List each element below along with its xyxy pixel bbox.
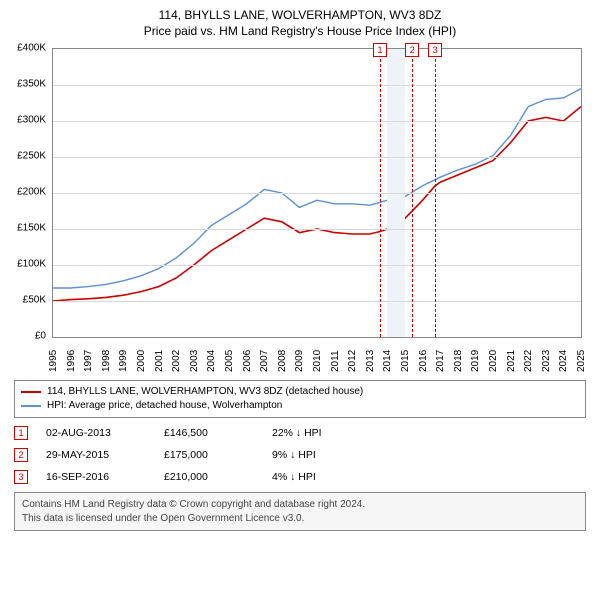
x-tick-label: 2020 bbox=[488, 350, 499, 372]
event-diff: 4% ↓ HPI bbox=[272, 471, 316, 483]
x-tick-label: 2005 bbox=[224, 350, 235, 372]
legend-item: HPI: Average price, detached house, Wolv… bbox=[21, 399, 579, 413]
y-tick-label: £200K bbox=[17, 187, 46, 198]
x-tick-label: 2011 bbox=[330, 350, 341, 372]
series-price_paid bbox=[53, 107, 581, 301]
event-date: 29-MAY-2015 bbox=[46, 449, 146, 461]
x-tick-label: 2018 bbox=[453, 350, 464, 372]
attribution-line-1: Contains HM Land Registry data © Crown c… bbox=[22, 498, 578, 512]
x-axis-labels: 1995199619971998199920002001200220032004… bbox=[52, 340, 582, 374]
event-row: 3 16-SEP-2016 £210,000 4% ↓ HPI bbox=[14, 470, 586, 484]
event-row: 2 29-MAY-2015 £175,000 9% ↓ HPI bbox=[14, 448, 586, 462]
plot-area: 123 bbox=[52, 48, 582, 338]
x-tick-label: 1997 bbox=[83, 350, 94, 372]
event-table: 1 02-AUG-2013 £146,500 22% ↓ HPI 2 29-MAY-201… bbox=[14, 426, 586, 484]
x-tick-label: 2003 bbox=[189, 350, 200, 372]
x-tick-label: 2014 bbox=[382, 350, 393, 372]
chart: £0 £50K £100K £150K £200K £250K £300K £350K £400… bbox=[14, 46, 586, 374]
x-tick-label: 2015 bbox=[400, 350, 411, 372]
legend: 114, BHYLLS LANE, WOLVERHAMPTON, WV3 8DZ… bbox=[14, 380, 586, 418]
y-tick-label: £300K bbox=[17, 115, 46, 126]
event-price: £146,500 bbox=[164, 427, 254, 439]
event-id-box: 3 bbox=[14, 470, 28, 484]
x-tick-label: 2022 bbox=[523, 350, 534, 372]
x-tick-label: 2016 bbox=[418, 350, 429, 372]
event-marker: 1 bbox=[373, 43, 387, 57]
legend-swatch bbox=[21, 391, 41, 393]
x-tick-label: 2012 bbox=[347, 350, 358, 372]
event-diff: 9% ↓ HPI bbox=[272, 449, 316, 461]
event-date: 16-SEP-2016 bbox=[46, 471, 146, 483]
x-tick-label: 2009 bbox=[294, 350, 305, 372]
x-tick-label: 2010 bbox=[312, 350, 323, 372]
attribution: Contains HM Land Registry data © Crown c… bbox=[14, 492, 586, 531]
event-id-box: 1 bbox=[14, 426, 28, 440]
series-hpi bbox=[53, 89, 581, 288]
y-tick-label: £100K bbox=[17, 259, 46, 270]
x-tick-label: 2007 bbox=[259, 350, 270, 372]
event-price: £210,000 bbox=[164, 471, 254, 483]
legend-item: 114, BHYLLS LANE, WOLVERHAMPTON, WV3 8DZ… bbox=[21, 385, 579, 399]
x-tick-label: 1998 bbox=[101, 350, 112, 372]
x-tick-label: 2008 bbox=[277, 350, 288, 372]
event-row: 1 02-AUG-2013 £146,500 22% ↓ HPI bbox=[14, 426, 586, 440]
y-axis-labels: £0£50K£100K£150K£200K£250K£300K£350K£400… bbox=[14, 48, 50, 338]
title-line-1: 114, BHYLLS LANE, WOLVERHAMPTON, WV3 8DZ bbox=[0, 8, 600, 22]
chart-title: 114, BHYLLS LANE, WOLVERHAMPTON, WV3 8DZ… bbox=[0, 0, 600, 42]
legend-swatch bbox=[21, 405, 41, 407]
attribution-line-2: This data is licensed under the Open Gov… bbox=[22, 512, 578, 526]
y-tick-label: £350K bbox=[17, 79, 46, 90]
x-tick-label: 2017 bbox=[435, 350, 446, 372]
event-marker: 3 bbox=[428, 43, 442, 57]
y-tick-label: £150K bbox=[17, 223, 46, 234]
x-tick-label: 2001 bbox=[154, 350, 165, 372]
x-tick-label: 2004 bbox=[206, 350, 217, 372]
x-tick-label: 2000 bbox=[136, 350, 147, 372]
x-tick-label: 1996 bbox=[66, 350, 77, 372]
y-tick-label: £400K bbox=[17, 43, 46, 54]
x-tick-label: 2021 bbox=[506, 350, 517, 372]
x-tick-label: 2013 bbox=[365, 350, 376, 372]
event-date: 02-AUG-2013 bbox=[46, 427, 146, 439]
title-line-2: Price paid vs. HM Land Registry's House … bbox=[0, 24, 600, 38]
event-diff: 22% ↓ HPI bbox=[272, 427, 322, 439]
x-tick-label: 2023 bbox=[541, 350, 552, 372]
x-tick-label: 1995 bbox=[48, 350, 59, 372]
x-tick-label: 2002 bbox=[171, 350, 182, 372]
legend-label: 114, BHYLLS LANE, WOLVERHAMPTON, WV3 8DZ… bbox=[47, 385, 363, 399]
y-tick-label: £50K bbox=[23, 295, 46, 306]
x-tick-label: 2006 bbox=[242, 350, 253, 372]
event-marker: 2 bbox=[405, 43, 419, 57]
event-price: £175,000 bbox=[164, 449, 254, 461]
x-tick-label: 2024 bbox=[558, 350, 569, 372]
legend-label: HPI: Average price, detached house, Wolv… bbox=[47, 399, 282, 413]
x-tick-label: 2019 bbox=[470, 350, 481, 372]
x-tick-label: 1999 bbox=[118, 350, 129, 372]
x-tick-label: 2025 bbox=[576, 350, 587, 372]
event-id-box: 2 bbox=[14, 448, 28, 462]
y-tick-label: £250K bbox=[17, 151, 46, 162]
y-tick-label: £0 bbox=[35, 331, 46, 342]
